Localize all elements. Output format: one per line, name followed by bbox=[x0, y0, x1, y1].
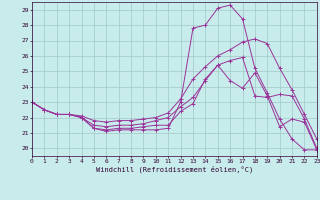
X-axis label: Windchill (Refroidissement éolien,°C): Windchill (Refroidissement éolien,°C) bbox=[96, 165, 253, 173]
